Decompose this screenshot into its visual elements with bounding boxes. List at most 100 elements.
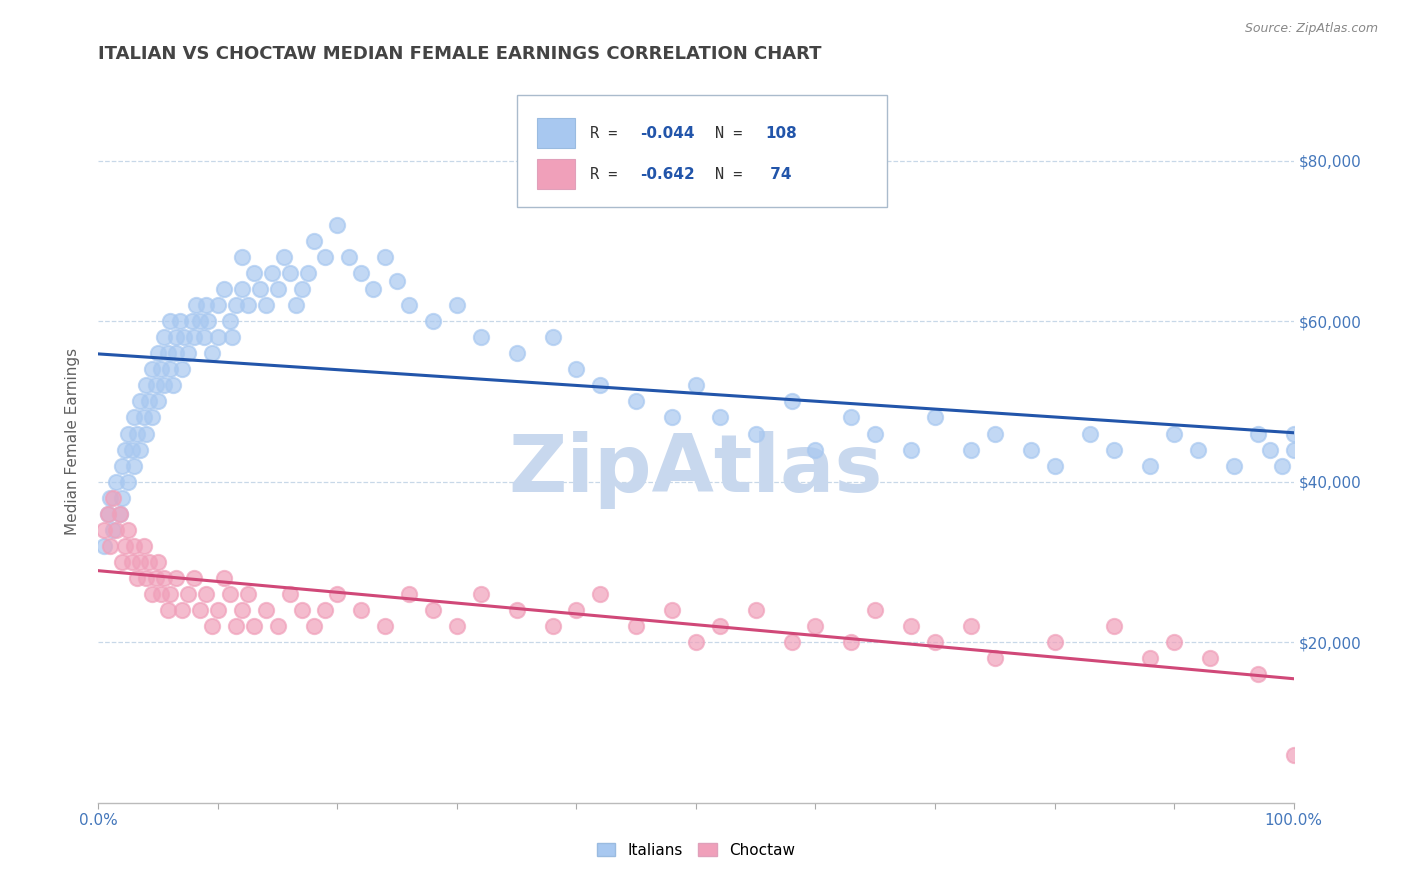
Point [125,426,148,441]
Point [780,635,803,649]
Point [135,378,157,392]
Point [132,410,155,425]
Point [900,442,922,457]
Point [207,330,229,344]
Point [565,603,588,617]
Point [841,410,863,425]
Point [446,619,468,633]
Point [326,218,349,232]
Point [231,250,253,264]
Point [114,539,136,553]
Point [398,298,420,312]
Text: R =: R = [589,167,626,182]
Point [363,282,385,296]
FancyBboxPatch shape [537,118,575,148]
Point [1282,442,1305,457]
Point [302,619,325,633]
Point [1139,651,1161,665]
Point [177,587,200,601]
Point [236,298,259,312]
Point [470,587,492,601]
Point [1043,458,1066,473]
Point [183,330,205,344]
Point [101,491,124,505]
Point [1163,635,1185,649]
Point [236,587,259,601]
Point [1223,458,1246,473]
Point [273,250,295,264]
Point [1199,651,1222,665]
Point [960,442,983,457]
Point [148,394,170,409]
Point [108,507,131,521]
Point [193,330,215,344]
Point [374,250,396,264]
Point [231,603,253,617]
Point [1282,426,1305,441]
Point [212,571,235,585]
Point [339,250,361,264]
Point [156,603,179,617]
Point [1247,426,1270,441]
Point [221,330,243,344]
Point [186,298,208,312]
Point [626,619,648,633]
Point [153,378,176,392]
Point [180,314,202,328]
Point [225,298,247,312]
Point [745,426,768,441]
Point [900,619,922,633]
Point [162,378,184,392]
Point [278,587,301,601]
Point [1247,667,1270,681]
Point [1271,458,1294,473]
Point [172,603,194,617]
Point [541,619,564,633]
Point [114,442,136,457]
Point [165,330,187,344]
Point [159,314,181,328]
Point [121,442,143,457]
Point [267,282,290,296]
Point [111,491,134,505]
Point [97,507,120,521]
Point [149,587,172,601]
Point [149,362,172,376]
Point [254,298,277,312]
Text: Source: ZipAtlas.com: Source: ZipAtlas.com [1244,22,1378,36]
Point [984,426,1007,441]
Point [141,587,163,601]
Point [105,475,128,489]
Point [685,635,707,649]
Point [93,523,115,537]
Point [132,539,155,553]
Point [589,378,612,392]
Point [129,555,152,569]
Point [195,298,218,312]
Point [661,410,683,425]
Point [145,571,167,585]
Point [398,587,420,601]
Point [173,330,195,344]
Point [212,282,235,296]
Point [201,619,224,633]
Point [117,426,139,441]
Point [93,539,115,553]
Point [188,314,211,328]
Point [865,603,887,617]
Point [97,507,120,521]
Point [865,426,887,441]
Point [129,394,152,409]
Point [219,587,242,601]
Point [1104,442,1126,457]
Point [661,603,683,617]
Point [804,442,827,457]
Point [159,362,181,376]
Point [326,587,349,601]
Point [231,282,253,296]
Point [709,410,731,425]
Point [141,410,163,425]
Point [153,571,176,585]
Point [124,539,146,553]
Text: 74: 74 [765,167,792,182]
